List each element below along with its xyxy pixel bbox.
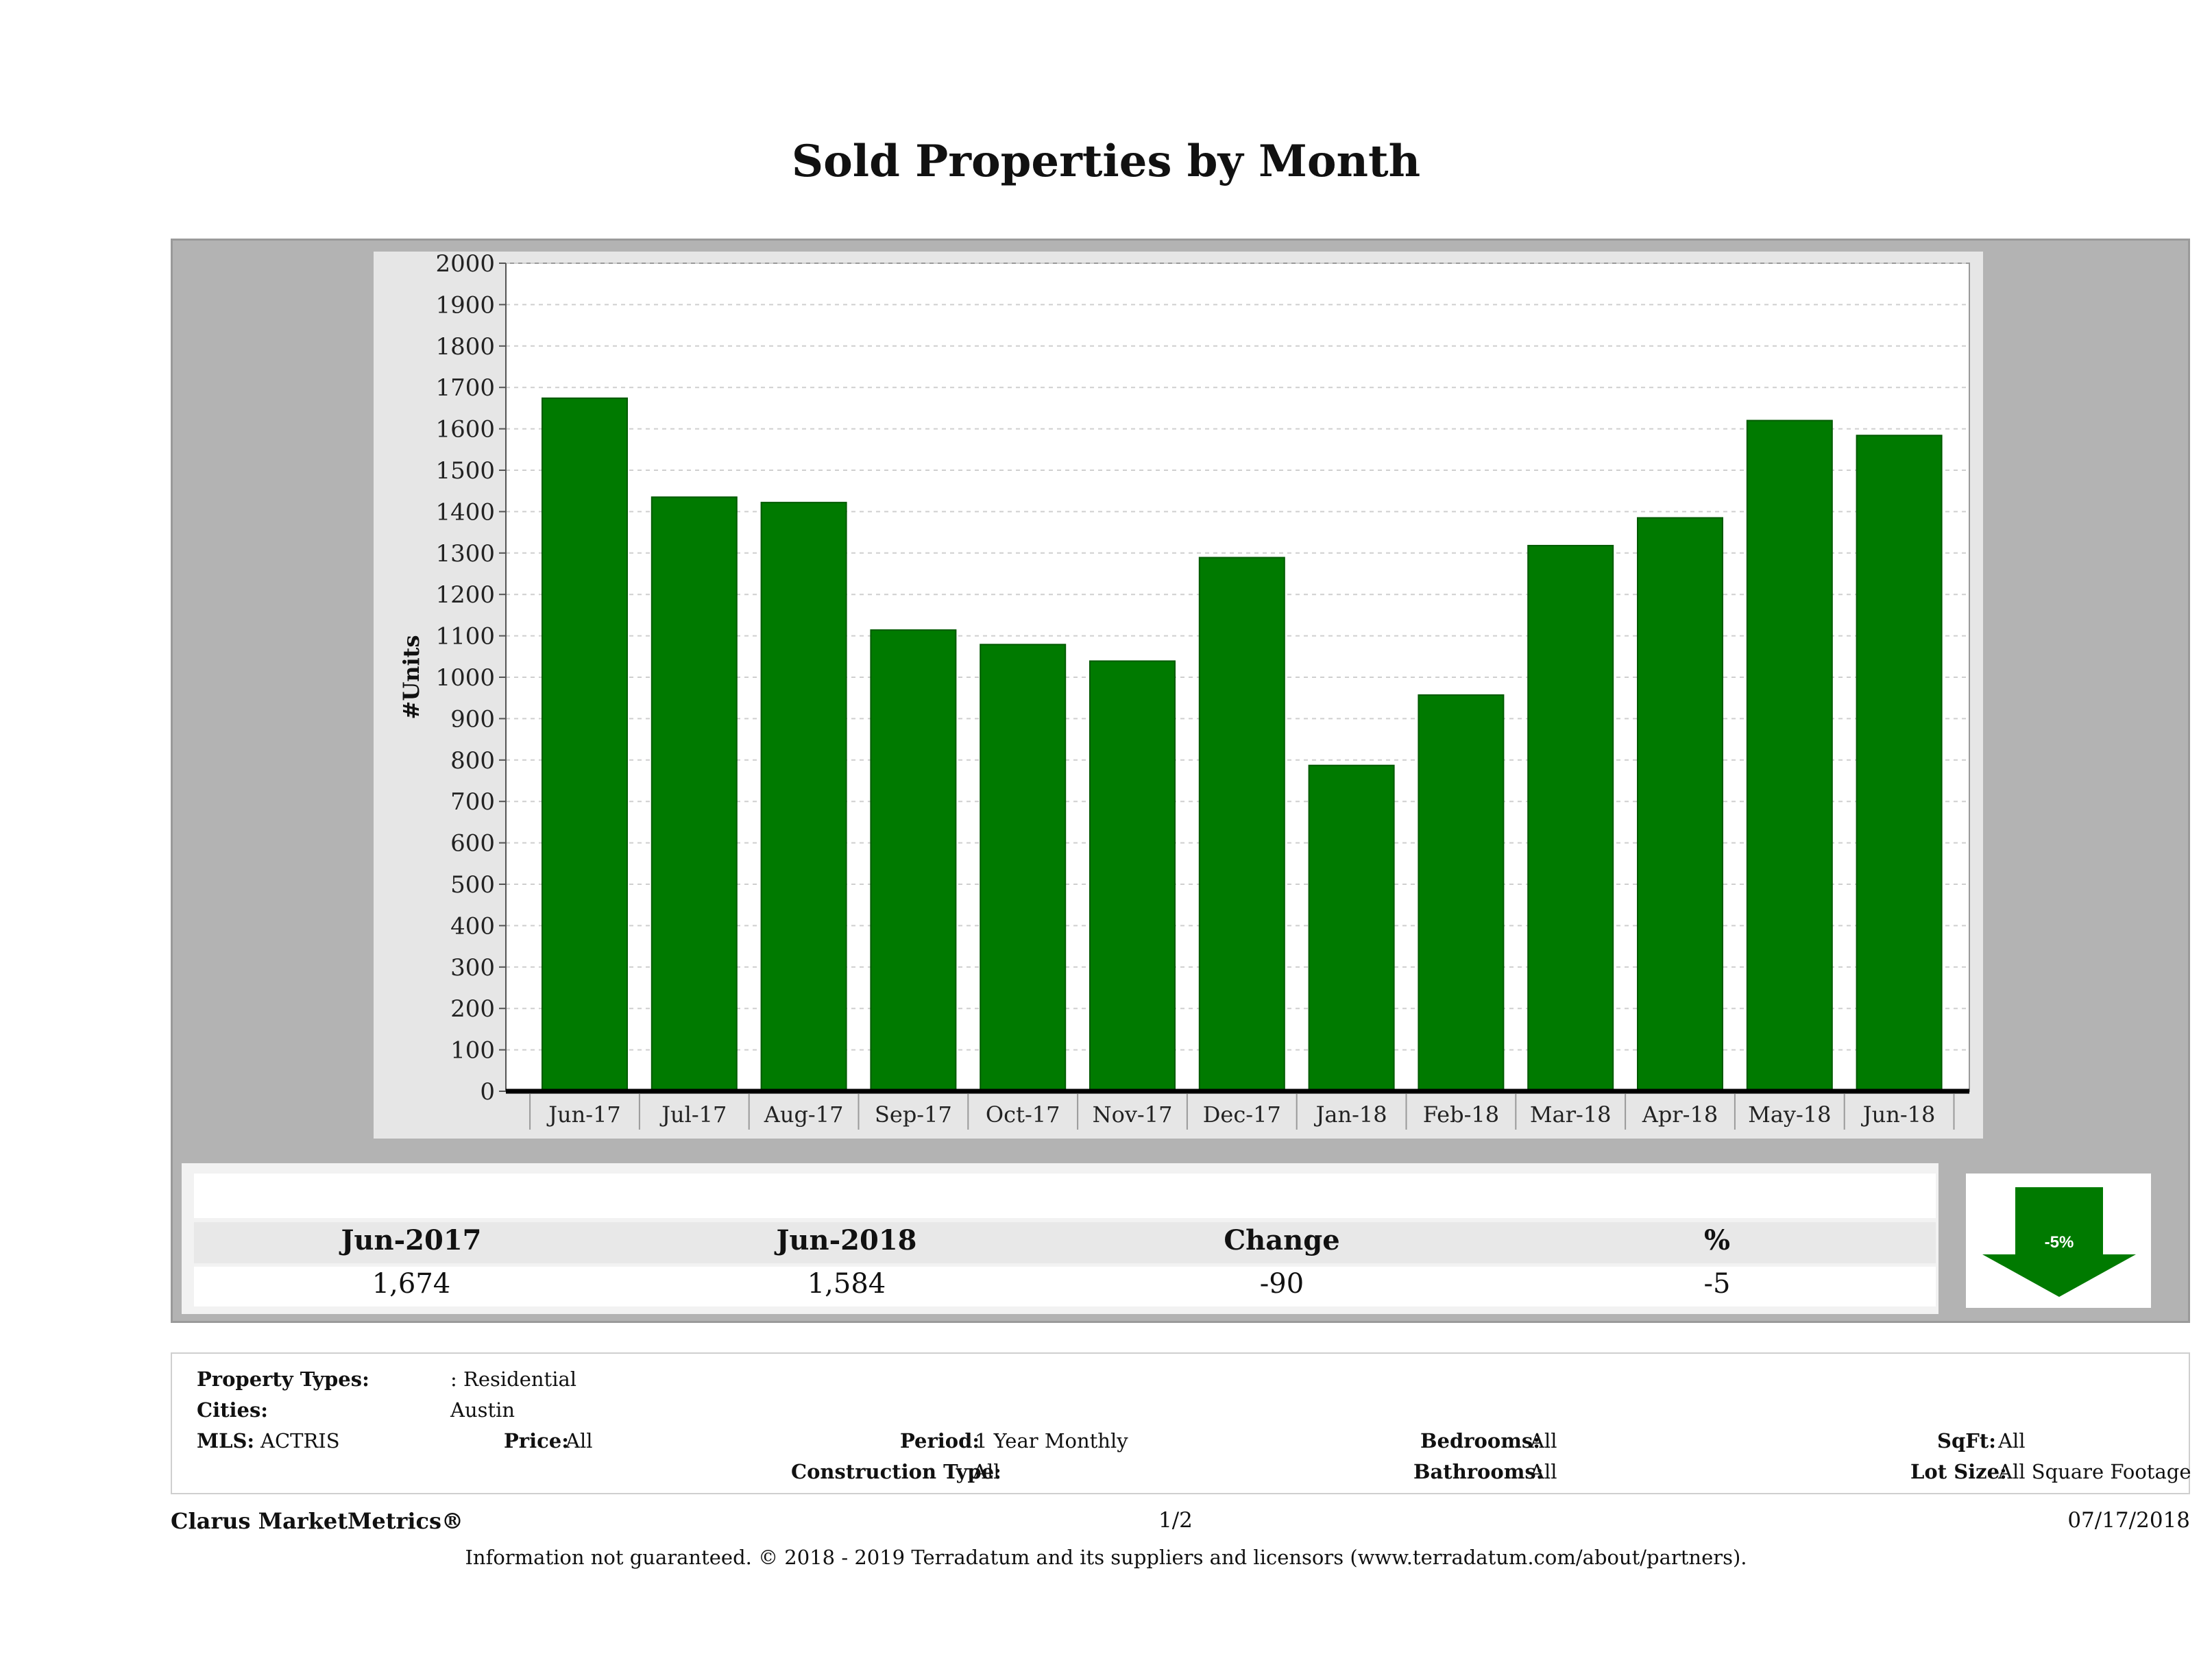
price-label: Price: (504, 1429, 569, 1452)
bar-aug-17 (760, 502, 847, 1092)
x-tick-label: Jul-17 (659, 1102, 727, 1128)
report-date: 07/17/2018 (2067, 1508, 2190, 1533)
stat-value-end: 1,584 (807, 1268, 886, 1300)
bar-sep-17 (870, 629, 957, 1092)
bar-jan-18 (1308, 764, 1395, 1092)
y-axis-label: #Units (398, 635, 424, 720)
change-badge: -5% (2045, 1233, 2074, 1252)
lot-size-label: Lot Size: (1910, 1460, 2007, 1483)
x-tick-label: Oct-17 (986, 1102, 1060, 1128)
stat-header-end: Jun-2018 (776, 1224, 917, 1256)
y-tick-label: 1400 (435, 498, 495, 526)
y-tick-label: 300 (450, 954, 495, 982)
period-label: Period: (900, 1429, 980, 1452)
x-tick-label: Aug-17 (764, 1102, 844, 1128)
y-tick-label: 400 (450, 912, 495, 940)
lot-size-value: All Square Footage (1998, 1460, 2191, 1483)
bedrooms-label: Bedrooms: (1420, 1429, 1540, 1452)
x-tick-label: Mar-18 (1530, 1102, 1612, 1128)
bar-jun-17 (542, 397, 628, 1093)
bar-dec-17 (1198, 557, 1285, 1093)
x-tick-label: Jan-18 (1314, 1102, 1387, 1128)
disclaimer: Information not guaranteed. © 2018 - 201… (465, 1546, 1747, 1569)
y-tick-label: 1700 (435, 374, 495, 402)
y-tick-label: 800 (450, 747, 495, 775)
bar-mar-18 (1527, 544, 1614, 1093)
y-tick-label: 700 (450, 788, 495, 816)
stats-spacer-row (194, 1174, 1936, 1218)
bar-apr-18 (1637, 517, 1723, 1092)
x-tick-label: Dec-17 (1203, 1102, 1281, 1128)
bedrooms-value: All (1530, 1429, 1557, 1452)
search-criteria (171, 1352, 2190, 1494)
chart-title: Sold Properties by Month (791, 136, 1421, 187)
y-tick-label: 1200 (435, 581, 495, 609)
property-types-value: : Residential (450, 1367, 577, 1391)
construction-type-label: Construction Type: (791, 1460, 1001, 1483)
down-arrow-icon: -5% (1982, 1187, 2136, 1297)
stats-header-row (194, 1222, 1936, 1263)
x-tick-label: Jun-17 (546, 1102, 621, 1128)
y-tick-label: 200 (450, 995, 495, 1023)
construction-type-value: All (973, 1460, 1000, 1483)
cities-label: Cities: (197, 1398, 268, 1422)
cities-value: Austin (450, 1398, 515, 1422)
mls-value: ACTRIS (260, 1429, 340, 1452)
y-tick-label: 1300 (435, 540, 495, 568)
price-value: All (566, 1429, 593, 1452)
sqft-label: SqFt: (1937, 1429, 1996, 1452)
bar-nov-17 (1089, 660, 1176, 1092)
bar-chart: 0 100 200 300 400 500 600 700 800 900 1000 1100 1200… (398, 252, 1970, 1130)
change-indicator: -5% (1966, 1174, 2151, 1308)
y-tick-label: 1500 (435, 457, 495, 485)
x-tick-label: May-18 (1748, 1102, 1831, 1128)
y-tick-label: 1100 (435, 623, 495, 650)
x-tick-label: Jun-18 (1861, 1102, 1936, 1128)
bar-jun-18 (1856, 435, 1943, 1093)
brand-name: Clarus MarketMetrics® (171, 1508, 464, 1534)
x-tick-label: Feb-18 (1423, 1102, 1499, 1128)
y-tick-label: 500 (450, 871, 495, 899)
period-value: 1 Year Monthly (975, 1429, 1128, 1452)
bar-may-18 (1746, 420, 1833, 1092)
y-tick-label: 0 (480, 1078, 495, 1106)
stat-value-start: 1,674 (372, 1268, 451, 1300)
bar-feb-18 (1418, 694, 1505, 1092)
stat-value-percent: -5 (1703, 1268, 1731, 1300)
bathrooms-value: All (1530, 1460, 1557, 1483)
stat-header-change: Change (1224, 1224, 1340, 1256)
stat-header-percent: % (1703, 1224, 1730, 1256)
y-tick-label: 900 (450, 705, 495, 733)
page-number: 1/2 (1158, 1508, 1193, 1533)
x-tick-label: Apr-18 (1642, 1102, 1718, 1128)
sqft-value: All (1998, 1429, 2026, 1452)
y-tick-label: 100 (450, 1037, 495, 1065)
y-tick-label: 1800 (435, 333, 495, 361)
y-tick-label: 1600 (435, 416, 495, 443)
y-tick-label: 600 (450, 830, 495, 858)
y-tick-label: 2000 (435, 252, 495, 278)
y-tick-label: 1000 (435, 664, 495, 692)
x-tick-label: Sep-17 (875, 1102, 952, 1128)
mls-label: MLS: (197, 1429, 255, 1452)
bathrooms-label: Bathrooms: (1413, 1460, 1544, 1483)
x-tick-label: Nov-17 (1093, 1102, 1173, 1128)
stat-header-start: Jun-2017 (341, 1224, 482, 1256)
stat-value-change: -90 (1259, 1268, 1304, 1300)
bar-oct-17 (980, 644, 1067, 1092)
property-types-label: Property Types: (197, 1367, 369, 1391)
y-tick-label: 1900 (435, 291, 495, 319)
bar-jul-17 (651, 496, 738, 1092)
stats-value-row (194, 1267, 1936, 1306)
